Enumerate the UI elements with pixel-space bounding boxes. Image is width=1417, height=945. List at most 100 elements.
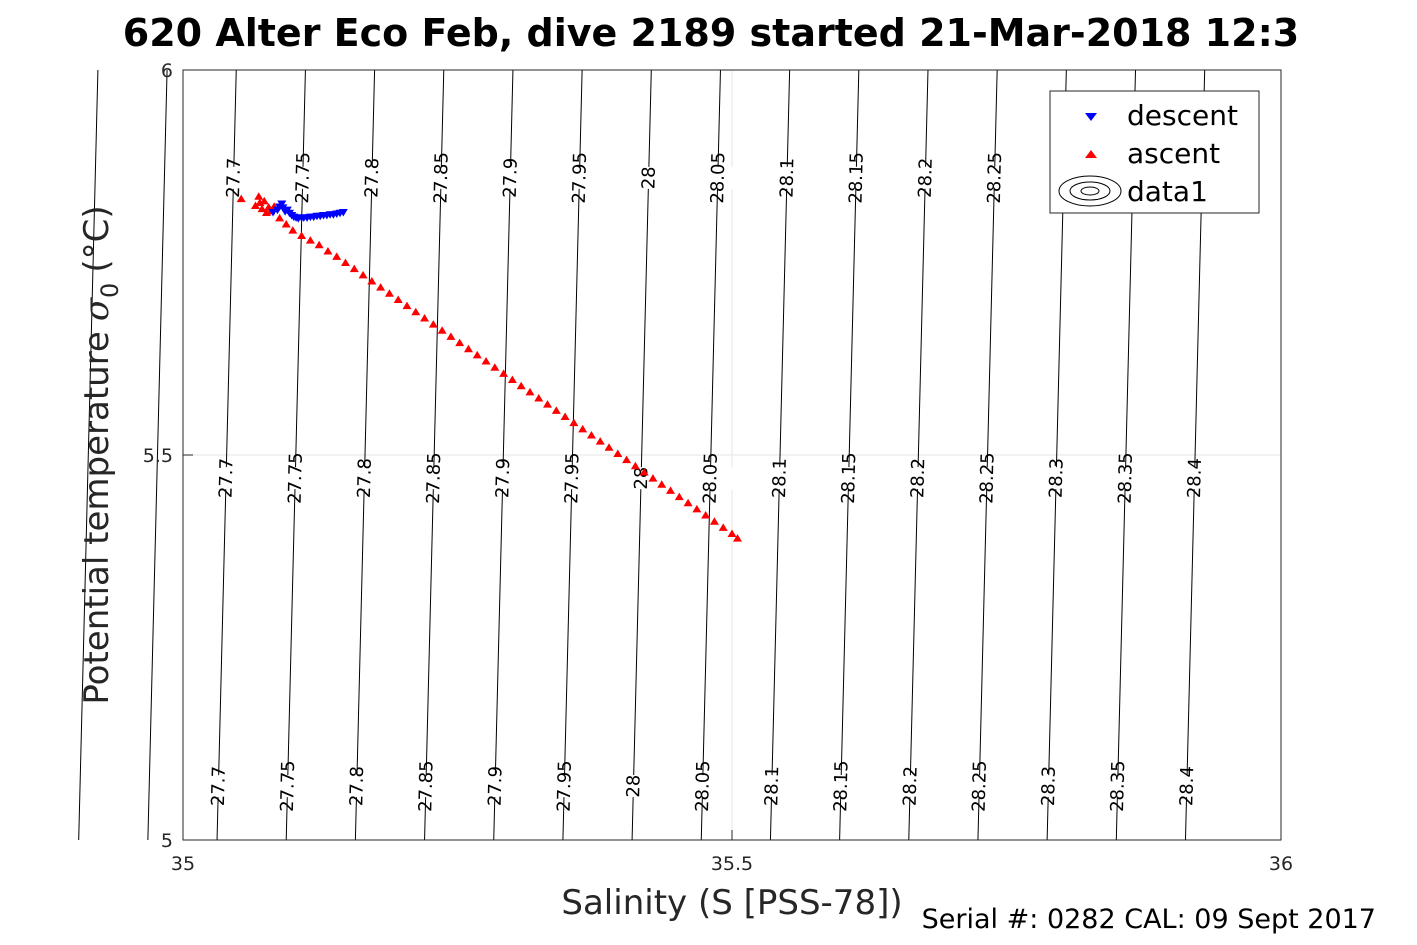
ascent-point bbox=[323, 246, 333, 255]
contour-label-background bbox=[885, 774, 935, 798]
isopycnal-line bbox=[631, 69, 652, 841]
isopycnal-line bbox=[493, 69, 514, 841]
isopycnal-line bbox=[839, 69, 860, 841]
ascent-point bbox=[446, 332, 456, 340]
contour-label-background bbox=[263, 774, 312, 798]
ascent-point bbox=[701, 511, 711, 519]
ascent-point bbox=[666, 486, 676, 494]
isopycnal-line bbox=[424, 69, 445, 841]
contour-label-background bbox=[616, 466, 666, 490]
contour-label-background bbox=[1031, 466, 1081, 490]
isopycnal-line bbox=[977, 69, 998, 841]
contour-label: 28.35 bbox=[1107, 760, 1129, 812]
contour-label: 27.75 bbox=[285, 452, 307, 504]
isopycnal-line bbox=[354, 69, 376, 841]
contour-label-background bbox=[409, 466, 458, 490]
ascent-point bbox=[613, 449, 623, 457]
y-tick-label: 6 bbox=[161, 60, 173, 82]
contour-label-background bbox=[278, 166, 328, 190]
ascent-point bbox=[674, 492, 684, 501]
contour-label: 28.3 bbox=[1046, 458, 1068, 499]
contour-label-background bbox=[824, 466, 873, 490]
isopycnal-line bbox=[216, 69, 237, 841]
legend-descent-label: descent bbox=[1127, 99, 1238, 132]
contour-label-background bbox=[747, 774, 797, 798]
contour-label-background bbox=[816, 774, 866, 798]
ascent-point bbox=[288, 226, 298, 234]
contour-label-background bbox=[970, 166, 1019, 190]
ascent-point bbox=[393, 295, 403, 303]
ascent-point bbox=[463, 344, 473, 353]
contour-label: 27.75 bbox=[277, 760, 299, 812]
ascent-point bbox=[250, 201, 260, 210]
ascent-point bbox=[578, 424, 588, 433]
contour-label: 28.1 bbox=[769, 458, 791, 499]
contour-label-background bbox=[831, 166, 881, 190]
isopycnal-line bbox=[908, 69, 929, 841]
contour-label: 27.85 bbox=[430, 152, 452, 204]
y-axis-label-unit: (°C) bbox=[77, 205, 117, 272]
legend-descent-marker bbox=[1085, 113, 1097, 121]
contour-label-background bbox=[209, 166, 258, 190]
contour-label-background bbox=[340, 466, 389, 490]
ascent-point bbox=[639, 467, 649, 476]
ascent-point bbox=[349, 264, 359, 273]
legend-box bbox=[1049, 90, 1260, 214]
ascent-point bbox=[428, 320, 438, 328]
descent-point bbox=[338, 208, 348, 217]
contour-label-background bbox=[1101, 466, 1150, 490]
ascent-point bbox=[376, 283, 386, 291]
contour-label: 28.1 bbox=[776, 158, 798, 199]
contour-label-background bbox=[762, 166, 812, 190]
contour-label-background bbox=[201, 466, 251, 490]
contour-label: 27.8 bbox=[361, 158, 383, 199]
contour-label: 27.95 bbox=[554, 760, 576, 812]
ascent-point bbox=[367, 276, 377, 285]
contour-label: 27.8 bbox=[354, 458, 376, 499]
ascent-point bbox=[257, 204, 267, 213]
contour-label-background bbox=[555, 166, 604, 190]
x-axis-label: Salinity (S [PSS-78]) bbox=[561, 883, 902, 923]
contour-label-background bbox=[686, 466, 735, 490]
contour-label-background bbox=[416, 166, 466, 190]
contour-label: 28.2 bbox=[907, 458, 929, 499]
contour-label-background bbox=[401, 774, 451, 798]
ascent-point bbox=[560, 412, 570, 420]
contour-label-background bbox=[194, 774, 243, 798]
y-axis-label-text: Potential temperature bbox=[77, 331, 117, 704]
contour-label: 28.05 bbox=[707, 152, 729, 204]
ascent-point bbox=[657, 480, 667, 488]
isopycnal-line bbox=[147, 69, 168, 841]
contour-label: 27.9 bbox=[500, 158, 522, 199]
contour-label: 28.15 bbox=[845, 152, 867, 204]
descent-point bbox=[278, 204, 288, 212]
ascent-point bbox=[455, 338, 465, 347]
y-axis-label-symbol: σ bbox=[77, 297, 117, 321]
x-tick-label: 36 bbox=[1269, 853, 1293, 875]
contour-label: 27.9 bbox=[485, 766, 507, 807]
contour-label: 28.2 bbox=[915, 158, 937, 199]
contour-label-background bbox=[347, 166, 397, 190]
contour-label-background bbox=[1170, 466, 1219, 490]
ascent-point bbox=[534, 394, 544, 402]
contour-label: 28 bbox=[631, 466, 653, 489]
contour-label: 27.8 bbox=[346, 766, 368, 807]
contour-label: 27.85 bbox=[415, 760, 437, 812]
ascent-point bbox=[604, 443, 614, 451]
ascent-point bbox=[622, 455, 632, 464]
ascent-point bbox=[481, 357, 491, 365]
ascent-point bbox=[551, 406, 561, 414]
ascent-point bbox=[630, 461, 640, 470]
y-tick-label: 5.5 bbox=[143, 445, 173, 467]
legend-ascent-marker bbox=[1085, 150, 1097, 158]
contour-label: 28.2 bbox=[900, 766, 922, 807]
ascent-point bbox=[472, 350, 482, 359]
ascent-point bbox=[586, 430, 596, 439]
contour-label-background bbox=[693, 166, 743, 190]
contour-label-background bbox=[624, 166, 673, 190]
ascent-point bbox=[358, 270, 368, 279]
contour-label-background bbox=[893, 466, 943, 490]
ascent-point bbox=[727, 529, 737, 538]
y-axis-ticks: 55.56 bbox=[143, 60, 193, 852]
